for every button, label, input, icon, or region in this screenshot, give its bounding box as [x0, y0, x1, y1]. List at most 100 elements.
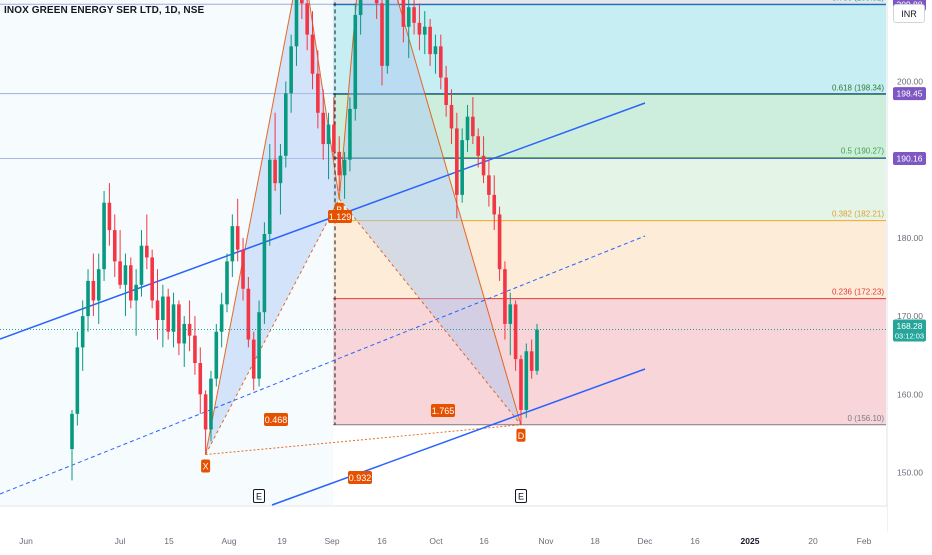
candle-body[interactable] — [433, 46, 438, 55]
candle-body[interactable] — [150, 257, 154, 301]
candle-body[interactable] — [455, 128, 459, 195]
candle-body[interactable] — [75, 347, 80, 414]
candle-body[interactable] — [209, 378, 213, 430]
candle-body[interactable] — [273, 159, 277, 184]
candle-body[interactable] — [310, 34, 315, 74]
candle-body[interactable] — [123, 265, 128, 285]
candle-body[interactable] — [102, 202, 106, 270]
candle-body[interactable] — [438, 46, 443, 78]
candle-body[interactable] — [305, 3, 309, 35]
candle-body[interactable] — [278, 155, 283, 184]
candle-body[interactable] — [289, 46, 293, 94]
candle-body[interactable] — [401, 0, 406, 27]
candle-body[interactable] — [161, 296, 165, 321]
candle-body[interactable] — [294, 0, 299, 47]
candle-body[interactable] — [193, 335, 197, 364]
candle-body[interactable] — [417, 22, 422, 35]
candle-body[interactable] — [128, 265, 133, 301]
candle-body[interactable] — [444, 77, 448, 105]
event-marker[interactable]: E — [515, 489, 527, 503]
candle-body[interactable] — [326, 124, 331, 145]
candle-body[interactable] — [481, 155, 486, 176]
candle-body[interactable] — [337, 151, 342, 176]
candle-body[interactable] — [385, 0, 390, 66]
candle-body[interactable] — [513, 304, 518, 360]
candle-body[interactable] — [348, 108, 352, 160]
candle-body[interactable] — [316, 73, 320, 113]
candle-body[interactable] — [524, 351, 529, 410]
candle-body[interactable] — [508, 304, 513, 324]
candle-body[interactable] — [230, 226, 235, 262]
candle-body[interactable] — [107, 202, 112, 231]
candle-body[interactable] — [471, 116, 475, 137]
candle-body[interactable] — [139, 245, 144, 285]
candle-body[interactable] — [91, 280, 96, 301]
candle-body[interactable] — [535, 329, 539, 371]
candle-body[interactable] — [182, 323, 187, 344]
pattern-ratio-badge[interactable]: 0.468 — [264, 413, 288, 426]
candle-body[interactable] — [235, 226, 240, 250]
candle-body[interactable] — [353, 15, 358, 109]
candle-body[interactable] — [283, 93, 288, 156]
candle-body[interactable] — [225, 261, 229, 305]
candle-body[interactable] — [358, 0, 363, 16]
candle-body[interactable] — [262, 233, 267, 313]
candle-body[interactable] — [134, 284, 138, 301]
candle-body[interactable] — [86, 280, 90, 317]
candle-body[interactable] — [80, 316, 85, 348]
candle-body[interactable] — [380, 3, 384, 66]
candle-body[interactable] — [70, 413, 74, 450]
symbol-title[interactable]: INOX GREEN ENERGY SER LTD, 1D, NSE — [4, 5, 205, 16]
candle-body[interactable] — [342, 159, 347, 176]
candle-body[interactable] — [166, 296, 171, 332]
pattern-ratio-badge[interactable]: 0.932 — [348, 471, 372, 484]
candle-body[interactable] — [321, 112, 326, 145]
candle-body[interactable] — [267, 159, 272, 234]
candle-body[interactable] — [428, 26, 432, 55]
price-line-badge[interactable]: 198.45 — [893, 87, 926, 101]
candle-body[interactable] — [497, 214, 502, 270]
channel-upper-line[interactable] — [0, 102, 646, 340]
candle-body[interactable] — [171, 304, 176, 332]
candle-body[interactable] — [503, 269, 507, 324]
candle-body[interactable] — [412, 7, 416, 23]
candle-body[interactable] — [257, 312, 261, 379]
channel-lower-line[interactable] — [271, 368, 646, 506]
candle-body[interactable] — [374, 0, 379, 4]
pattern-ratio-badge[interactable]: 1.765 — [431, 404, 455, 417]
candle-body[interactable] — [246, 288, 251, 340]
candle-body[interactable] — [177, 304, 181, 344]
pattern-point-x[interactable]: X — [201, 459, 211, 473]
candle-body[interactable] — [214, 331, 219, 379]
candle-body[interactable] — [487, 175, 491, 195]
candle-body[interactable] — [492, 194, 497, 215]
candle-body[interactable] — [198, 363, 203, 395]
candle-body[interactable] — [406, 7, 411, 27]
pattern-ratio-badge[interactable]: 1.129 — [328, 210, 352, 223]
candle-body[interactable] — [155, 300, 160, 321]
event-marker[interactable]: E — [253, 489, 265, 503]
candle-body[interactable] — [112, 230, 117, 262]
candle-body[interactable] — [529, 351, 534, 371]
currency-button[interactable]: INR — [893, 4, 925, 23]
candle-body[interactable] — [519, 359, 523, 410]
candle-body[interactable] — [476, 136, 481, 156]
candle-body[interactable] — [96, 269, 101, 301]
price-line-badge[interactable]: 190.16 — [893, 151, 926, 165]
candle-body[interactable] — [145, 245, 149, 258]
candle-body[interactable] — [251, 339, 256, 379]
candle-body[interactable] — [449, 104, 454, 129]
candle-body[interactable] — [241, 249, 245, 289]
candle-body[interactable] — [460, 140, 464, 195]
candle-body[interactable] — [465, 116, 470, 141]
pattern-point-d[interactable]: D — [516, 428, 526, 442]
candle-body[interactable] — [203, 394, 208, 430]
candle-body[interactable] — [219, 304, 224, 332]
candle-body[interactable] — [332, 124, 336, 152]
candle-body[interactable] — [300, 0, 304, 4]
candle-body[interactable] — [118, 261, 122, 285]
channel-middle-line[interactable] — [0, 235, 646, 495]
candle-body[interactable] — [422, 26, 427, 35]
